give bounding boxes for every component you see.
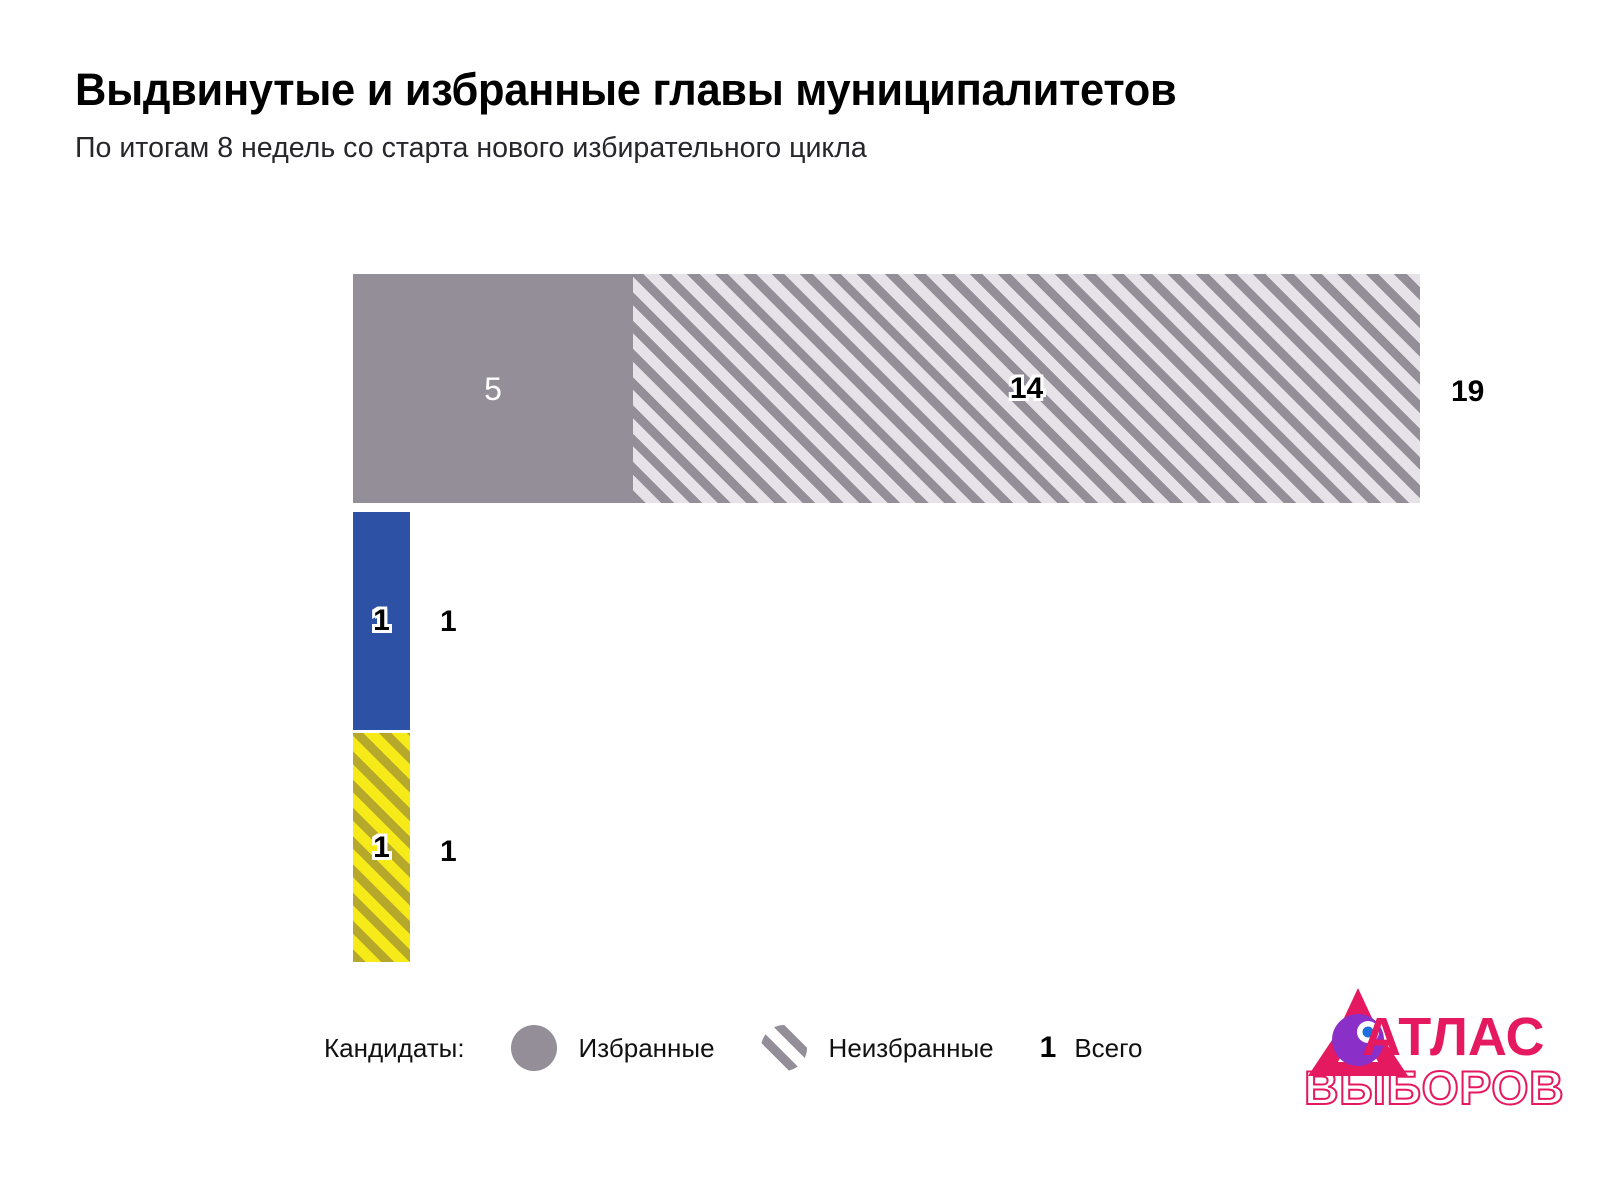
brand-logo[interactable]: АТЛАС ВЫБОРОВ xyxy=(1300,978,1565,1123)
chart-header: Выдвинутые и избранные главы муниципалит… xyxy=(75,62,1525,166)
legend-label-not-elected: Неизбранные xyxy=(828,1032,994,1063)
bar-track-ldpr: 1 xyxy=(353,733,410,962)
bar-segment-not-elected-self-nominated[interactable]: 14 xyxy=(633,274,1420,503)
bold-number-icon: 1 xyxy=(1039,1031,1057,1064)
legend-label-total: Всего xyxy=(1074,1032,1143,1063)
atlas-triangle-eye-icon xyxy=(1308,988,1408,1076)
segment-value-not-elected-ldpr: 1 xyxy=(373,830,390,864)
bar-track-self-nominated: 5 14 xyxy=(353,274,1420,503)
bar-track-united-russia: 1 1 xyxy=(353,512,410,730)
page-title: Выдвинутые и избранные главы муниципалит… xyxy=(75,64,1177,115)
row-total-united-russia: 1 xyxy=(440,605,457,638)
bar-segment-not-elected-ldpr[interactable]: 1 xyxy=(353,733,410,962)
segment-value-elected-self-nominated: 5 xyxy=(484,370,502,407)
legend-item-elected[interactable]: Избранные xyxy=(510,1025,715,1071)
segment-value-elected-united-russia: 1 xyxy=(372,603,391,639)
page-subtitle: По итогам 8 недель со старта нового изби… xyxy=(75,132,867,164)
legend-label-elected: Избранные xyxy=(578,1032,715,1063)
filled-circle-icon xyxy=(510,1025,557,1071)
bar-segment-elected-united-russia[interactable]: 1 1 xyxy=(353,512,410,730)
legend-item-not-elected[interactable]: Неизбранные xyxy=(760,1025,994,1071)
row-total-ldpr: 1 xyxy=(440,835,457,868)
segment-value-not-elected-self-nominated: 14 xyxy=(1009,371,1044,405)
bar-segment-elected-self-nominated[interactable]: 5 xyxy=(353,274,633,503)
legend-title: Кандидаты: xyxy=(324,1032,465,1063)
hatched-circle-icon xyxy=(760,1025,807,1071)
logo-word-primary: АТЛАС xyxy=(1362,1007,1545,1067)
logo-word-secondary: ВЫБОРОВ xyxy=(1303,1061,1565,1114)
row-total-self-nominated: 19 xyxy=(1451,375,1485,408)
chart-legend: Кандидаты: Избранные Неизбранные 1 Всего xyxy=(324,1025,1189,1071)
legend-item-total[interactable]: 1 Всего xyxy=(1040,1033,1143,1064)
segment-value-overlay-united-russia: 1 xyxy=(373,604,390,637)
